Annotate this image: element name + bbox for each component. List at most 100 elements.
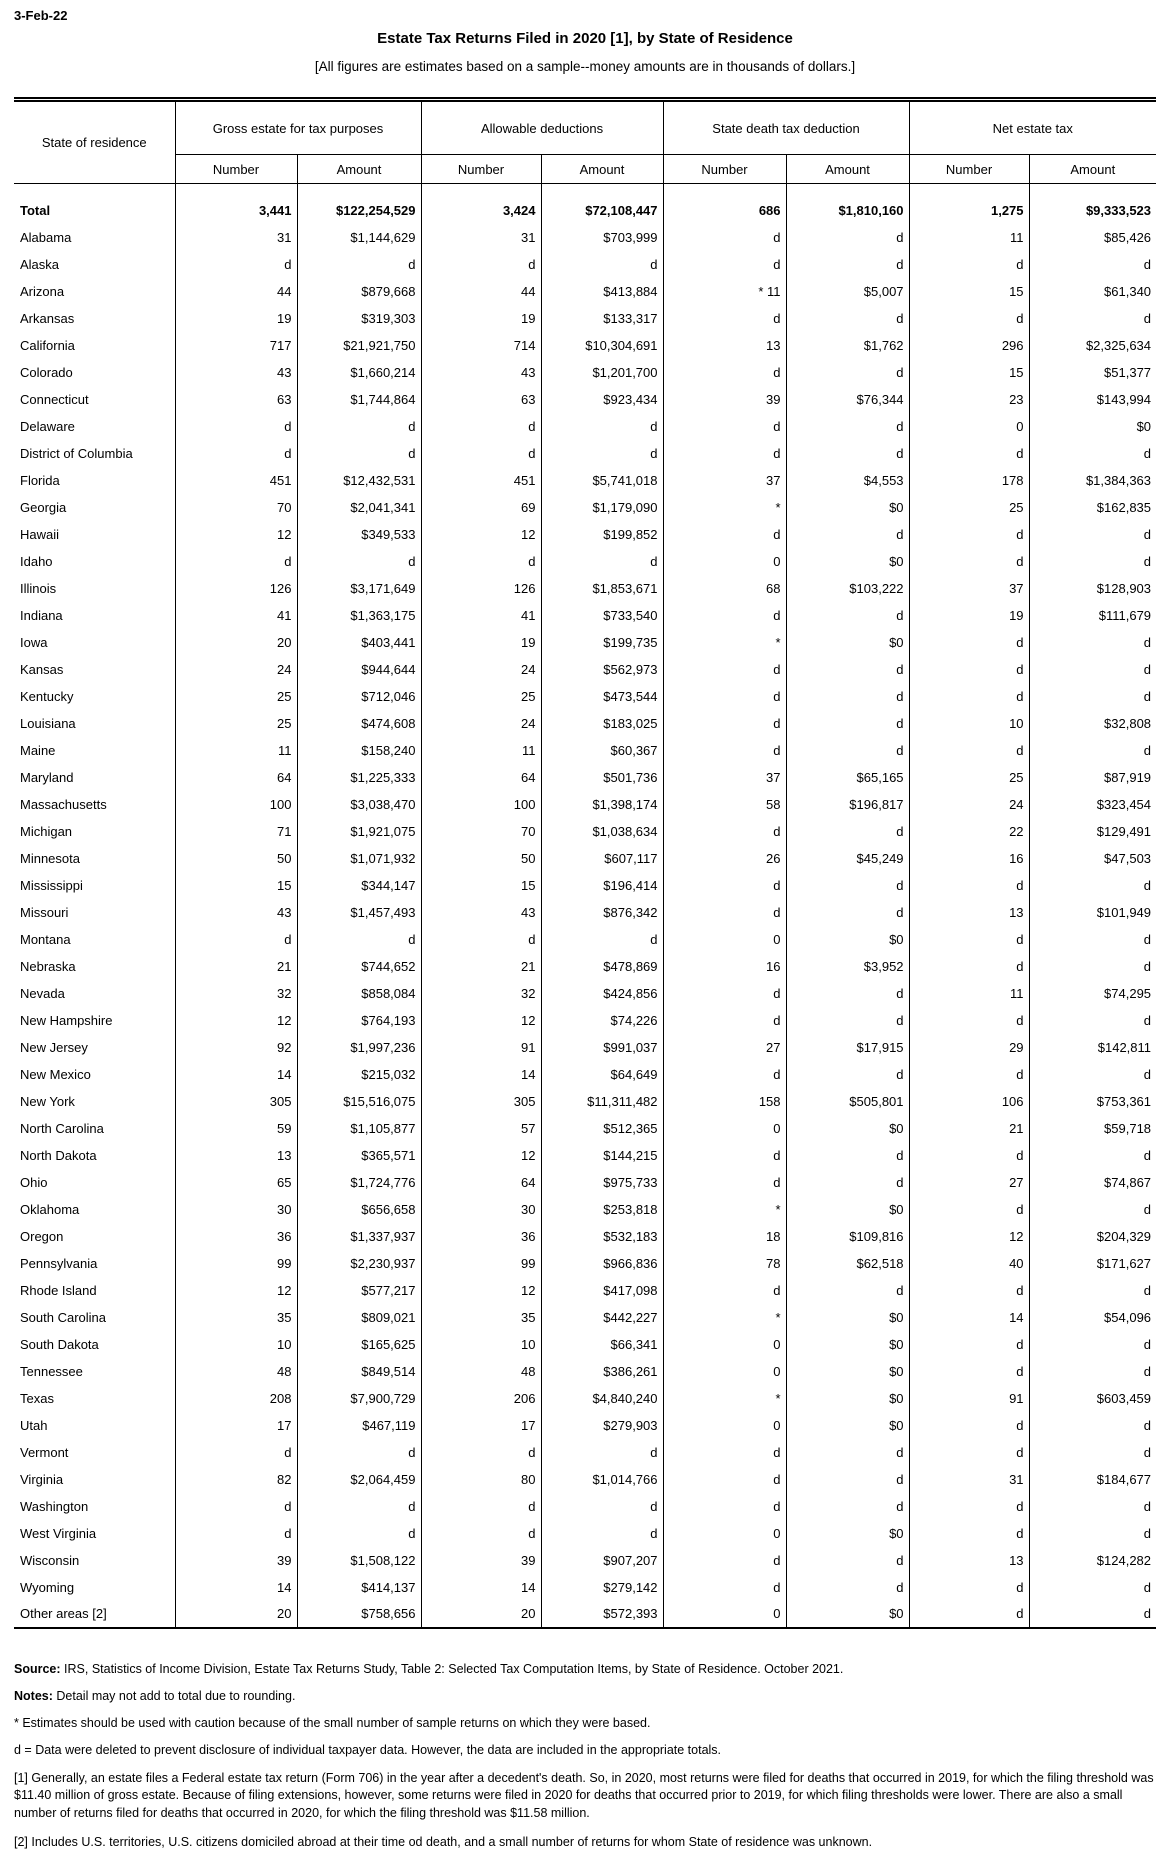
value-cell: 0 <box>662 925 787 953</box>
value-cell: $0 <box>785 1330 910 1358</box>
table-row: Virginia 82 $2,064,459 80 $1,014,766 d d 31 $184… <box>14 1465 1157 1493</box>
value-cell: 12 <box>174 520 297 548</box>
value-cell: d <box>1028 736 1157 764</box>
value-cell: 26 <box>662 844 787 872</box>
value-cell: d <box>296 439 421 467</box>
value-cell: d <box>662 520 787 548</box>
value-cell: 0 <box>662 1357 787 1385</box>
value-cell: $3,952 <box>785 952 910 980</box>
table-row: Maine 11 $158,240 11 $60,367 d d d d <box>14 736 1157 764</box>
value-cell: 24 <box>420 709 541 737</box>
value-cell: d <box>174 547 297 575</box>
value-cell: $184,677 <box>1028 1465 1157 1493</box>
value-cell: 0 <box>662 547 787 575</box>
value-cell: d <box>908 1573 1030 1601</box>
table-row: Montana d d d d 0 $0 d d <box>14 925 1157 953</box>
column-group-net-estate-tax: Net estate tax <box>908 99 1157 155</box>
table-row: South Dakota 10 $165,625 10 $66,341 0 $0 d d <box>14 1330 1157 1358</box>
value-cell: $74,295 <box>1028 979 1157 1007</box>
value-cell: 37 <box>662 466 787 494</box>
column-group-state-death-tax: State death tax deduction <box>662 99 910 155</box>
value-cell: 3,424 <box>420 183 541 224</box>
value-cell: $3,171,649 <box>296 574 421 602</box>
value-cell: $142,811 <box>1028 1033 1157 1061</box>
value-cell: 18 <box>662 1222 787 1250</box>
state-name-cell: Virginia <box>20 1471 64 1487</box>
value-cell: $1,921,075 <box>296 817 421 845</box>
value-cell: $85,426 <box>1028 223 1157 251</box>
value-cell: 10 <box>420 1330 541 1358</box>
deleted-data-note: d = Data were deleted to prevent disclos… <box>14 1743 722 1758</box>
value-cell: 100 <box>420 790 541 818</box>
value-cell: d <box>662 1546 787 1574</box>
value-cell: * <box>662 1384 787 1412</box>
value-cell: 43 <box>420 898 541 926</box>
value-cell: 78 <box>662 1249 787 1277</box>
value-cell: d <box>908 736 1030 764</box>
state-name-cell: Oklahoma <box>20 1201 80 1217</box>
state-name-cell: Tennessee <box>20 1363 83 1379</box>
table-row: District of Columbia d d d d d d d d <box>14 439 1157 467</box>
value-cell: $758,656 <box>296 1600 421 1628</box>
table-row: West Virginia d d d d 0 $0 d d <box>14 1519 1157 1547</box>
value-cell: 30 <box>420 1195 541 1223</box>
value-cell: 43 <box>174 898 297 926</box>
source-label: Source: <box>14 1661 61 1676</box>
value-cell: $279,142 <box>540 1573 664 1601</box>
value-cell: $577,217 <box>296 1276 421 1304</box>
value-cell: d <box>908 304 1030 332</box>
value-cell: d <box>908 1060 1030 1088</box>
value-cell: 21 <box>174 952 297 980</box>
state-name-cell: Vermont <box>20 1444 69 1460</box>
value-cell: $505,801 <box>785 1087 910 1115</box>
value-cell: d <box>174 412 297 440</box>
state-name-cell: New Mexico <box>20 1066 91 1082</box>
value-cell: $0 <box>785 1519 910 1547</box>
value-cell: 305 <box>420 1087 541 1115</box>
value-cell: d <box>1028 655 1157 683</box>
table-row: Missouri 43 $1,457,493 43 $876,342 d d 13 $101,9… <box>14 898 1157 926</box>
value-cell: * <box>662 1303 787 1331</box>
value-cell: 15 <box>420 871 541 899</box>
value-cell: d <box>908 682 1030 710</box>
value-cell: 686 <box>662 183 787 224</box>
value-cell: $144,215 <box>540 1141 664 1169</box>
value-cell: $3,038,470 <box>296 790 421 818</box>
state-name-cell: Michigan <box>20 823 73 839</box>
value-cell: 63 <box>420 385 541 413</box>
value-cell: $0 <box>785 1600 910 1628</box>
source-note: Source: IRS, Statistics of Income Divisi… <box>14 1661 1156 1677</box>
state-name-cell: Maryland <box>20 769 74 785</box>
value-cell: 24 <box>174 655 297 683</box>
value-cell: 40 <box>908 1249 1030 1277</box>
value-cell: $733,540 <box>540 601 664 629</box>
value-cell: d <box>662 1141 787 1169</box>
value-cell: $215,032 <box>296 1060 421 1088</box>
value-cell: 19 <box>174 304 297 332</box>
value-cell: 25 <box>908 763 1030 791</box>
value-cell: $158,240 <box>296 736 421 764</box>
state-name-cell: District of Columbia <box>20 445 133 461</box>
value-cell: 15 <box>174 871 297 899</box>
value-cell: d <box>908 1519 1030 1547</box>
value-cell: 12 <box>174 1276 297 1304</box>
value-cell: $2,230,937 <box>296 1249 421 1277</box>
value-cell: 21 <box>908 1114 1030 1142</box>
value-cell: d <box>296 1492 421 1520</box>
value-cell: $61,340 <box>1028 277 1157 305</box>
table-row: Louisiana 25 $474,608 24 $183,025 d d 10 $32,808 <box>14 709 1157 737</box>
value-cell: 178 <box>908 466 1030 494</box>
value-cell: 50 <box>420 844 541 872</box>
value-cell: 32 <box>174 979 297 1007</box>
state-name-cell: New Jersey <box>20 1039 88 1055</box>
value-cell: 99 <box>420 1249 541 1277</box>
value-cell: d <box>1028 1411 1157 1439</box>
value-cell: d <box>785 412 910 440</box>
table-row: North Dakota 13 $365,571 12 $144,215 d d d d <box>14 1141 1157 1169</box>
value-cell: $66,341 <box>540 1330 664 1358</box>
state-name-cell: California <box>20 337 75 353</box>
value-cell: 12 <box>420 520 541 548</box>
value-cell: d <box>908 1411 1030 1439</box>
value-cell: 25 <box>174 709 297 737</box>
value-cell: d <box>540 925 664 953</box>
